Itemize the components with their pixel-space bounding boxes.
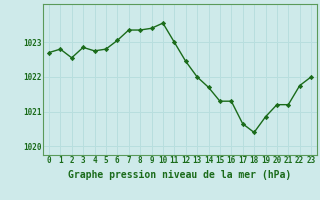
X-axis label: Graphe pression niveau de la mer (hPa): Graphe pression niveau de la mer (hPa) <box>68 170 292 180</box>
